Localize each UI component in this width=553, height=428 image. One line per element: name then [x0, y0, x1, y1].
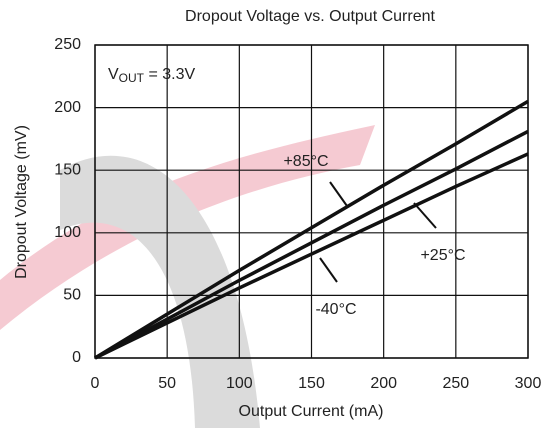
y-tick-label: 150 — [54, 161, 81, 178]
y-tick-label: 250 — [54, 36, 81, 53]
annotation-subscript: OUT — [119, 71, 145, 85]
x-tick-label: 50 — [158, 375, 176, 392]
x-tick-label: 100 — [226, 375, 253, 392]
x-tick-label: 150 — [298, 375, 325, 392]
y-tick-label: 50 — [63, 287, 81, 304]
label-arrow — [319, 257, 338, 283]
y-tick-label: 0 — [72, 349, 81, 366]
watermark-shape — [0, 125, 375, 330]
chart-title: Dropout Voltage vs. Output Current — [185, 8, 435, 25]
x-tick-label: 200 — [370, 375, 397, 392]
series-label: +85°C — [283, 153, 328, 170]
annotation: VOUT = 3.3V — [108, 66, 195, 85]
annotation-text: = 3.3V — [144, 66, 195, 83]
series-line — [94, 99, 529, 360]
y-tick-label: 200 — [54, 99, 81, 116]
series-line — [94, 129, 529, 360]
y-axis-label: Dropout Voltage (mV) — [13, 125, 30, 279]
label-arrow — [413, 202, 437, 229]
y-tick-label: 100 — [54, 224, 81, 241]
watermark-shape — [60, 155, 260, 428]
x-tick-label: 300 — [515, 375, 542, 392]
series-label: -40°C — [315, 301, 356, 318]
series-line — [94, 152, 529, 360]
series-label: +25°C — [420, 247, 465, 264]
label-arrow — [329, 181, 348, 207]
watermark — [0, 125, 375, 428]
x-axis-label: Output Current (mA) — [239, 403, 384, 420]
series-labels: +85°C +25°C -40°C — [283, 153, 465, 318]
annotation-symbol: V — [108, 66, 119, 83]
x-tick-label: 250 — [442, 375, 469, 392]
x-tick-label: 0 — [91, 375, 100, 392]
